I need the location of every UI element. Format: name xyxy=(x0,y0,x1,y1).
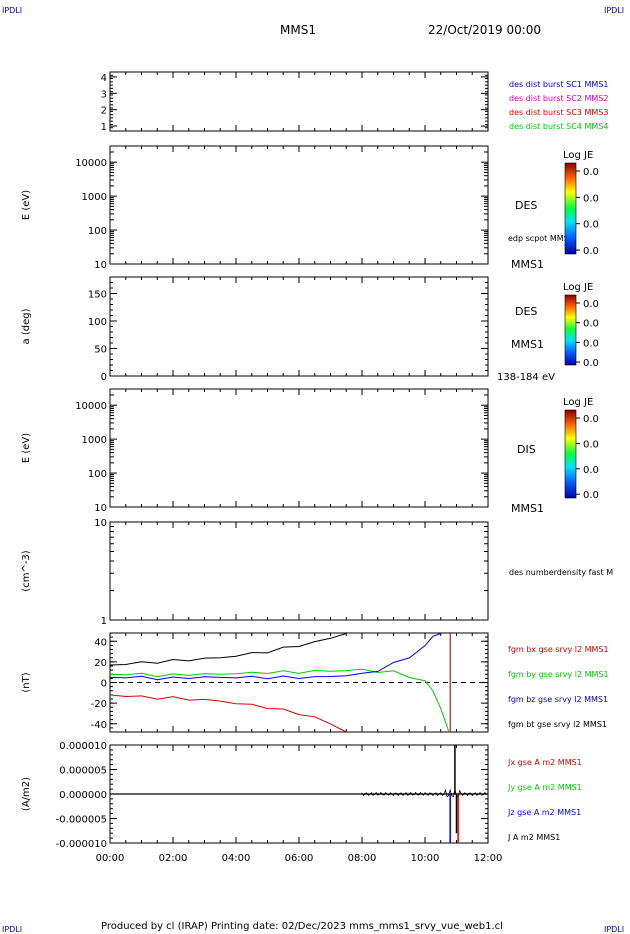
panel-fgm-series-2 xyxy=(109,632,441,681)
panel-des-energy-side-label: DES xyxy=(515,199,537,212)
x-tick-label: 06:00 xyxy=(285,853,314,864)
panel-des-pitch-colorbar-tick-label: 0.0 xyxy=(583,319,599,330)
panel-burst-ytick-label: 4 xyxy=(101,73,107,84)
spacecraft-title: MMS1 xyxy=(280,23,316,37)
panel-density-ytick-label: 10 xyxy=(94,518,107,529)
panel-current-ytick-label: -0.000005 xyxy=(56,815,107,826)
x-tick-label: 10:00 xyxy=(411,853,440,864)
corner-label-bottom-left: IPDLI xyxy=(2,925,22,934)
panel-des-pitch-ytick-label: 100 xyxy=(88,317,107,328)
panel-dis-energy-colorbar-title: Log JE xyxy=(563,397,593,408)
panel-des-energy-side-label: MMS1 xyxy=(511,258,544,271)
panel-current-ytick-label: -0.000010 xyxy=(56,839,107,850)
panel-fgm-ytick-label: 40 xyxy=(94,637,107,648)
corner-label-top-right: IPDLI xyxy=(604,6,624,15)
panel-fgm-series-1 xyxy=(109,668,450,732)
panel-fgm-ytick-label: 20 xyxy=(94,658,107,669)
panel-des-pitch-ytick-label: 0 xyxy=(101,372,107,383)
panel-dis-energy-colorbar-tick-label: 0.0 xyxy=(583,414,599,425)
panel-des-pitch-colorbar xyxy=(564,294,577,366)
panel-dis-energy-ytick-label: 100 xyxy=(88,469,107,480)
panel-des-energy-ylabel: E (eV) xyxy=(21,190,32,220)
panel-current-ytick-label: 0.000005 xyxy=(59,766,107,777)
panel-burst-legend-item: des dist burst SC3 MMS3 xyxy=(509,108,608,117)
panel-burst-ytick-label: 3 xyxy=(101,89,107,100)
panel-des-energy-colorbar-tick-label: 0.0 xyxy=(583,193,599,204)
panel-des-pitch-ytick-label: 150 xyxy=(88,290,107,301)
footer-text: Produced by cl (IRAP) Printing date: 02/… xyxy=(101,921,503,932)
panel-fgm-series-3 xyxy=(109,633,347,666)
panel-des-energy-ytick-label: 10000 xyxy=(75,158,107,169)
panel-burst-ytick-label: 2 xyxy=(101,106,107,117)
panel-dis-energy-colorbar-tick-label: 0.0 xyxy=(583,465,599,476)
panel-des-energy-colorbar xyxy=(564,162,577,255)
panel-fgm-series-0 xyxy=(109,694,347,733)
panel-burst-ytick-label: 1 xyxy=(101,122,107,133)
panel-current-ylabel: (A/m2) xyxy=(21,777,32,811)
x-tick-label: 02:00 xyxy=(159,853,188,864)
panel-dis-energy-ytick-label: 10000 xyxy=(75,401,107,412)
panel-dis-energy-frame xyxy=(109,388,489,508)
panel-dis-energy-colorbar-tick-label: 0.0 xyxy=(583,490,599,501)
panel-density-legend-item: des numberdensity fast M xyxy=(509,568,613,577)
panel-density-ytick-label: 1 xyxy=(101,616,107,627)
panel-burst-legend-item: des dist burst SC1 MMS1 xyxy=(509,80,608,89)
panel-fgm-legend-item: fgm bx gse srvy l2 MMS1 xyxy=(508,645,609,654)
panel-burst-legend-item: des dist burst SC4 MMS4 xyxy=(509,122,608,131)
panel-des-pitch-colorbar-tick-label: 0.0 xyxy=(583,299,599,310)
panel-des-energy-frame xyxy=(109,145,489,265)
panel-des-energy-ytick-label: 1000 xyxy=(82,192,107,203)
panel-current-legend-item: J A m2 MMS1 xyxy=(507,833,560,842)
panel-fgm-ytick-label: -40 xyxy=(91,720,107,731)
panel-des-energy-ytick-label: 100 xyxy=(88,226,107,237)
panel-des-energy-side-label: edp scpot MMS1 xyxy=(508,234,574,243)
panel-current-ytick-label: 0.000000 xyxy=(59,790,107,801)
panel-dis-energy-ytick-label: 1000 xyxy=(82,435,107,446)
panel-current-legend-item: Jx gse A m2 MMS1 xyxy=(507,758,582,767)
panel-dis-energy-side-label: MMS1 xyxy=(511,502,544,515)
x-tick-label: 04:00 xyxy=(222,853,251,864)
panel-des-pitch-ylabel: a (deg) xyxy=(21,308,32,344)
panel-current-j-noise xyxy=(361,788,487,799)
date-title: 22/Oct/2019 00:00 xyxy=(428,23,541,37)
panel-des-pitch-colorbar-title: Log JE xyxy=(563,282,593,293)
panel-fgm-legend-item: fgm bz gse srvy l2 MMS1 xyxy=(508,695,608,704)
panel-fgm-ytick-label: -20 xyxy=(91,699,107,710)
panel-des-energy-ytick-label: 10 xyxy=(94,260,107,271)
panel-des-pitch-colorbar-tick-label: 0.0 xyxy=(583,358,599,369)
panel-des-energy-colorbar-tick-label: 0.0 xyxy=(583,220,599,231)
panel-des-pitch-colorbar-tick-label: 0.0 xyxy=(583,338,599,349)
panel-des-pitch-ytick-label: 50 xyxy=(94,345,107,356)
panel-burst-frame xyxy=(109,71,489,132)
panel-dis-energy-colorbar xyxy=(564,409,577,499)
corner-label-top-left: IPDLI xyxy=(2,6,22,15)
panel-fgm-ylabel: (nT) xyxy=(21,672,32,692)
x-tick-label: 08:00 xyxy=(348,853,377,864)
panel-dis-energy-ytick-label: 10 xyxy=(94,503,107,514)
panel-des-pitch-frame xyxy=(109,276,489,377)
panel-fgm-legend-item: fgm bt gse srvy l2 MMS1 xyxy=(508,720,607,729)
panel-current-legend-item: Jz gse A m2 MMS1 xyxy=(507,808,581,817)
panel-des-energy-colorbar-title: Log JE xyxy=(563,150,593,161)
x-tick-label: 12:00 xyxy=(474,853,503,864)
panel-density-ylabel: (cm^-3) xyxy=(21,550,32,591)
panel-des-energy-colorbar-tick-label: 0.0 xyxy=(583,167,599,178)
x-tick-label: 00:00 xyxy=(96,853,125,864)
panel-fgm-legend-item: fgm by gse srvy l2 MMS1 xyxy=(508,670,609,679)
panel-density-frame xyxy=(109,521,489,621)
panel-des-pitch-side-label: 138-184 eV xyxy=(497,372,555,383)
panel-burst-legend-item: des dist burst SC2 MMS2 xyxy=(509,94,608,103)
panel-dis-energy-ylabel: E (eV) xyxy=(21,433,32,463)
panel-des-energy-colorbar-tick-label: 0.0 xyxy=(583,246,599,257)
panel-dis-energy-colorbar-tick-label: 0.0 xyxy=(583,439,599,450)
panel-current-legend-item: Jy gse A m2 MMS1 xyxy=(507,783,582,792)
panel-fgm-ytick-label: 0 xyxy=(101,679,107,690)
panel-current-ytick-label: 0.000010 xyxy=(59,741,107,752)
panel-des-pitch-side-label: MMS1 xyxy=(511,338,544,351)
panel-dis-energy-side-label: DIS xyxy=(517,443,536,456)
corner-label-bottom-right: IPDLI xyxy=(604,925,624,934)
panel-des-pitch-side-label: DES xyxy=(515,305,537,318)
